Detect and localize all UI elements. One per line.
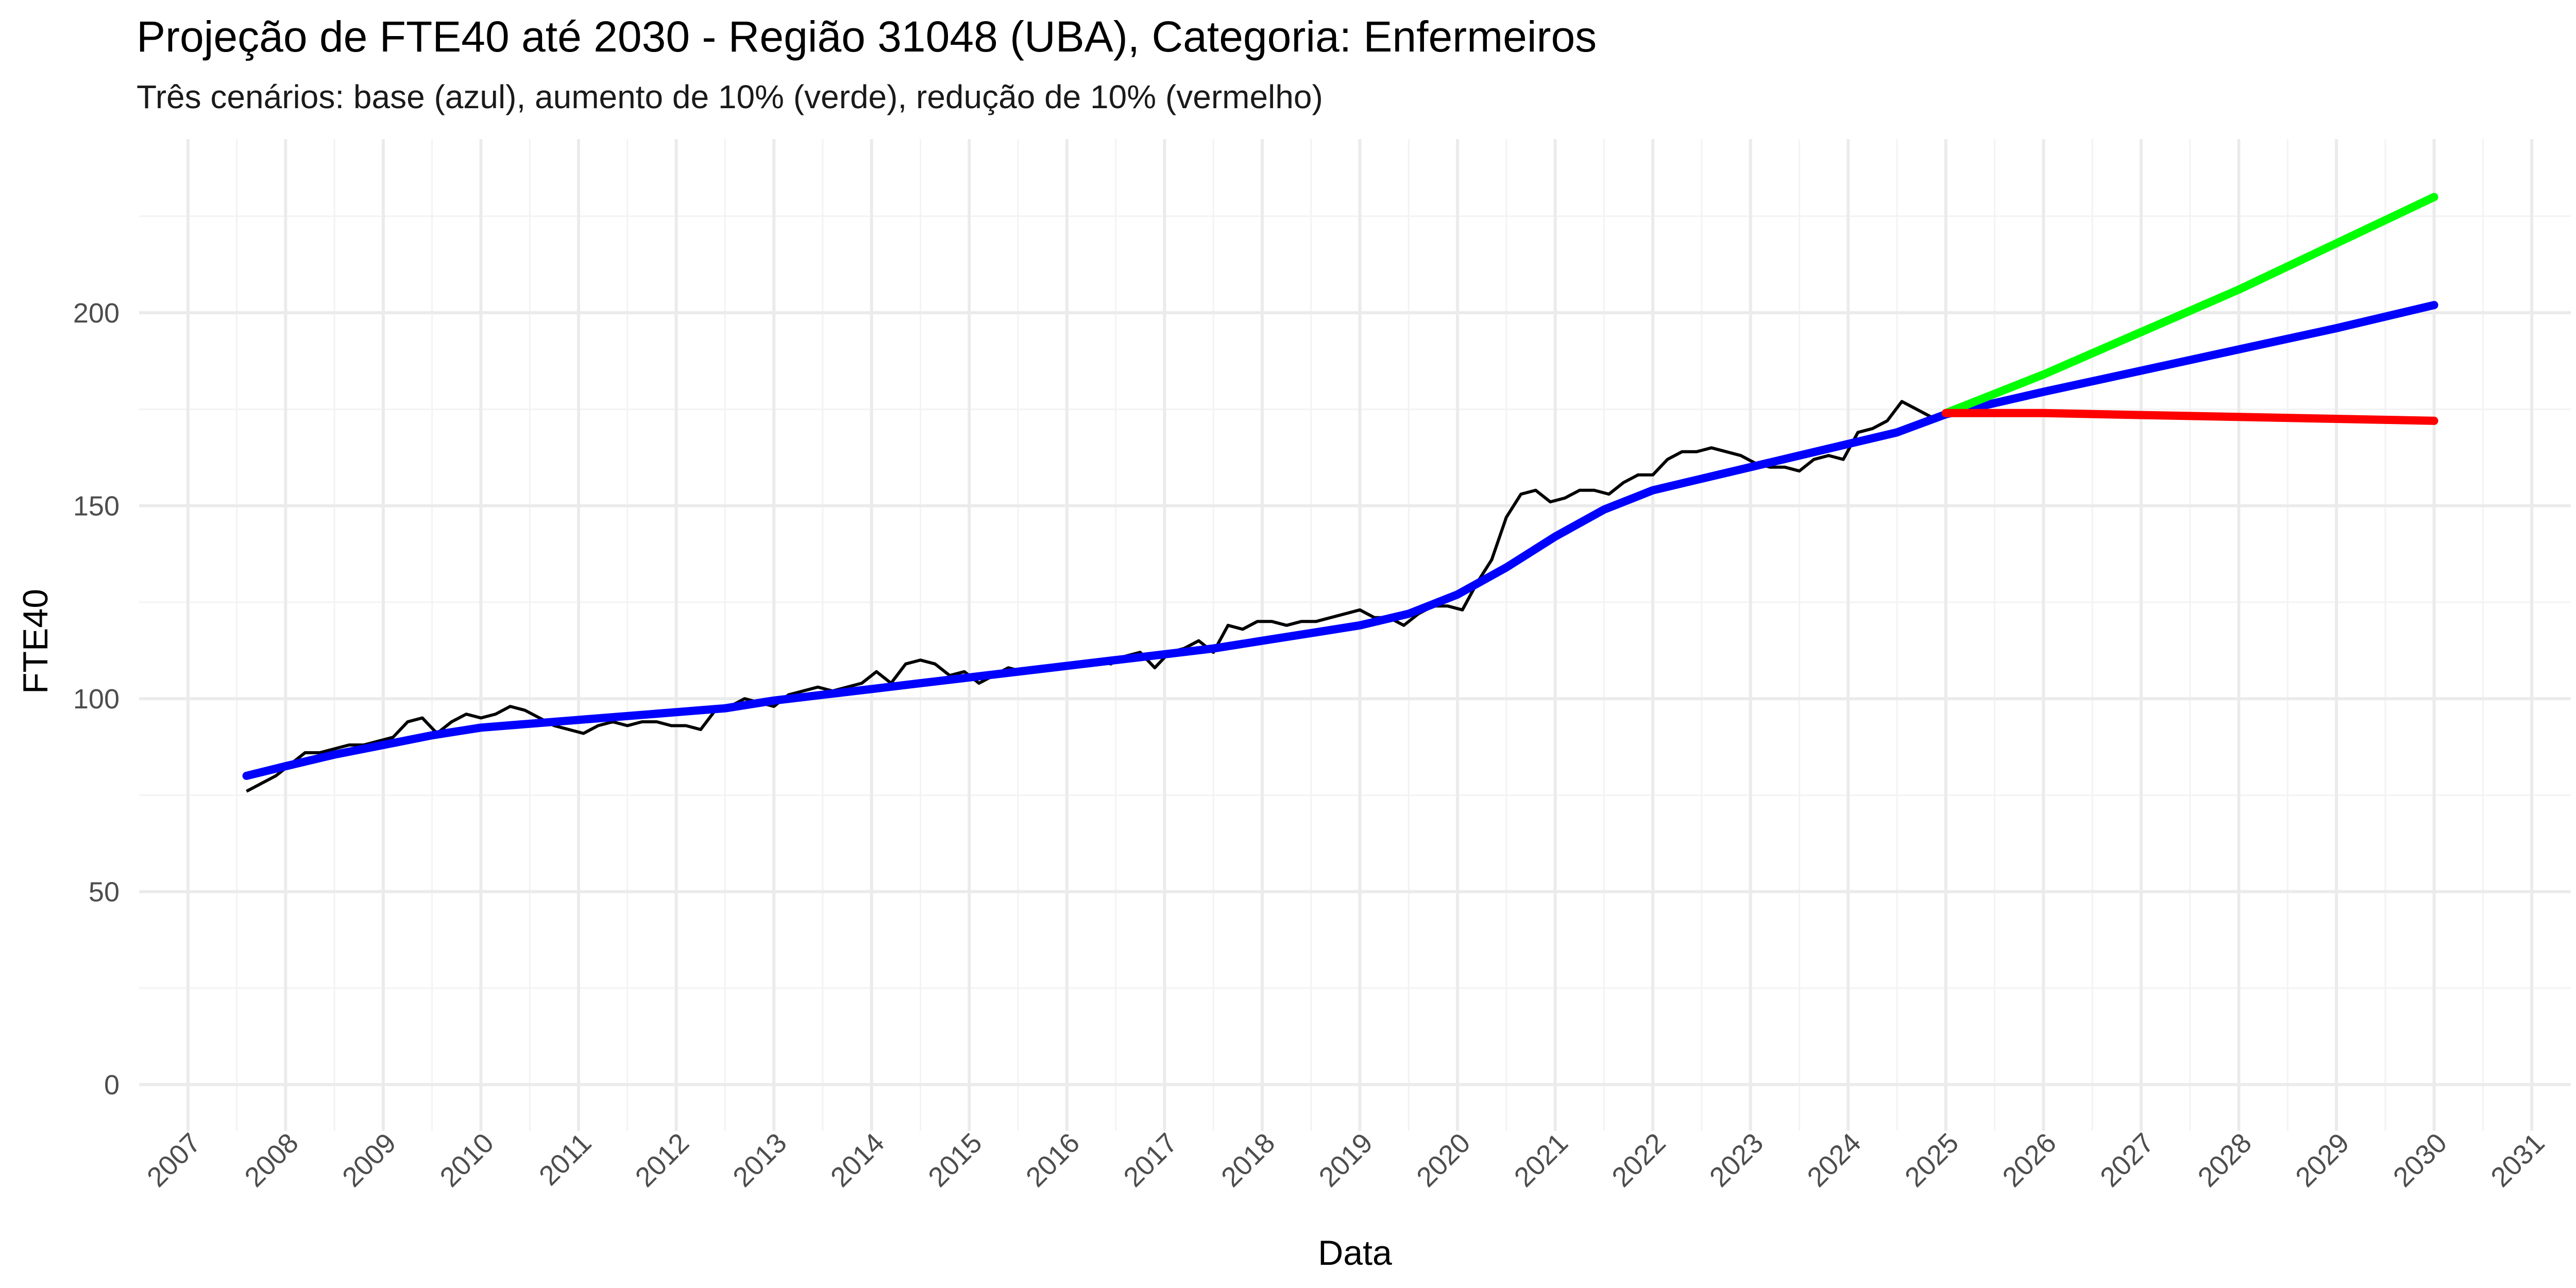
x-tick-label: 2022 — [1606, 1127, 1671, 1193]
x-tick-label: 2031 — [2485, 1127, 2550, 1193]
series-lines — [242, 193, 2438, 793]
x-tick-label: 2009 — [336, 1127, 402, 1193]
y-tick-label: 150 — [73, 491, 120, 522]
x-tick-label: 2010 — [434, 1127, 500, 1193]
x-tick-label: 2015 — [922, 1127, 988, 1193]
x-tick-label: 2025 — [1899, 1127, 1964, 1193]
x-tick-label: 2018 — [1215, 1127, 1281, 1193]
x-tick-label: 2019 — [1313, 1127, 1379, 1193]
series-line-observed — [246, 400, 1946, 793]
x-tick-label: 2008 — [239, 1127, 304, 1193]
x-tick-label: 2028 — [2192, 1127, 2258, 1193]
x-tick-label: 2029 — [2290, 1127, 2355, 1193]
series-line-decrease — [1941, 409, 2438, 425]
x-tick-label: 2016 — [1020, 1127, 1086, 1193]
x-axis-ticks: 2007 2008 2009 2010 2011 2012 2013 2014 2015 2016… — [141, 1127, 2551, 1193]
x-tick-label: 2030 — [2387, 1127, 2453, 1193]
y-tick-label: 200 — [73, 298, 120, 329]
x-tick-label: 2027 — [2094, 1127, 2160, 1193]
x-tick-label: 2024 — [1801, 1127, 1867, 1193]
x-tick-label: 2020 — [1411, 1127, 1476, 1193]
y-tick-label: 100 — [73, 684, 120, 715]
series-line-increase — [1941, 193, 2438, 417]
x-tick-label: 2013 — [727, 1127, 792, 1193]
x-tick-label: 2017 — [1117, 1127, 1183, 1193]
x-axis-title: Data — [1318, 1233, 1392, 1273]
x-tick-label: 2021 — [1509, 1127, 1574, 1193]
x-tick-label: 2011 — [533, 1127, 598, 1192]
y-axis-ticks: 0 50 100 150 200 — [73, 298, 120, 1100]
chart-title: Projeção de FTE40 até 2030 - Região 3104… — [137, 12, 1597, 61]
x-tick-label: 2026 — [1996, 1127, 2062, 1193]
x-tick-label: 2014 — [825, 1127, 890, 1193]
grid — [139, 139, 2571, 1131]
x-tick-label: 2007 — [141, 1127, 207, 1193]
x-tick-label: 2023 — [1704, 1127, 1769, 1193]
chart-subtitle: Três cenários: base (azul), aumento de 1… — [137, 78, 1323, 115]
y-tick-label: 50 — [89, 877, 120, 908]
x-tick-label: 2012 — [630, 1127, 695, 1193]
y-tick-label: 0 — [104, 1070, 120, 1100]
series-line-base — [242, 301, 2438, 780]
y-axis-title: FTE40 — [16, 589, 55, 694]
